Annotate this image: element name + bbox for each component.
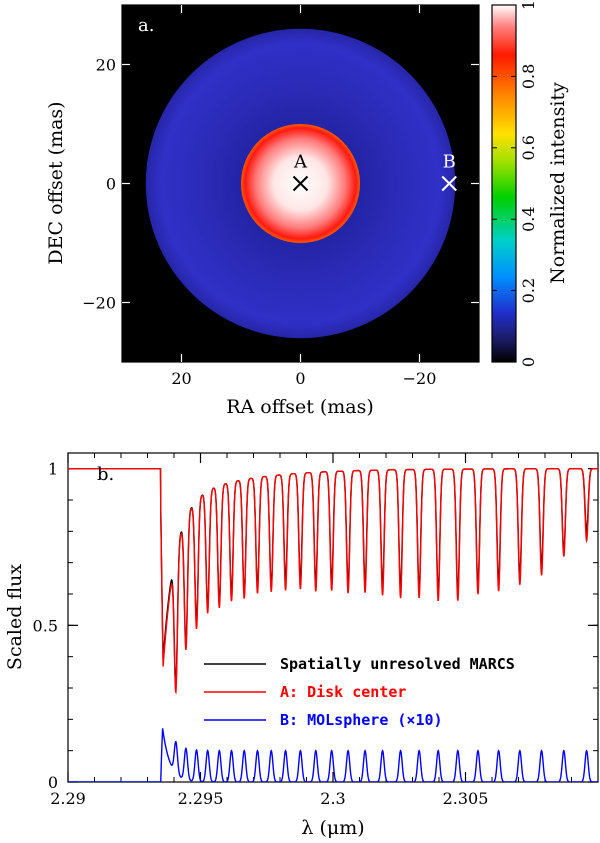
- map-x-tick-label: 0: [295, 369, 305, 388]
- marker-stroke: [292, 175, 309, 192]
- map-ticks: [122, 5, 479, 362]
- map-y-tick-labels: −20 0 20: [82, 56, 116, 313]
- colorbar-tick-labels: 0 0.2 0.4 0.6 0.8 1: [519, 0, 538, 367]
- spectrum-ticks: [67, 453, 599, 783]
- map-y-tick-label: 20: [96, 56, 116, 75]
- marker-stroke: [441, 175, 457, 192]
- spectrum-x-tick-label: 2.295: [178, 789, 224, 808]
- colorbar-tick-label: 0.8: [519, 64, 538, 89]
- colorbar-title: Normalized intensity: [547, 82, 569, 284]
- colorbar-tick-label: 0.4: [519, 206, 538, 231]
- legend: Spatially unresolved MARCS A: Disk center…: [204, 655, 515, 729]
- point-a-marker: [292, 175, 309, 192]
- spectrum-y-tick-labels: 00.51: [33, 460, 58, 792]
- map-x-tick-label: 20: [171, 369, 191, 388]
- spectrum-y-tick-label: 0.5: [33, 616, 58, 635]
- spectrum-x-tick-label: 2.305: [443, 789, 489, 808]
- map-x-tick-label: −20: [403, 369, 437, 388]
- map-y-axis-title: DEC offset (mas): [45, 101, 67, 264]
- colorbar-tick-label: 0.6: [519, 135, 538, 160]
- spectrum-y-tick-label: 1: [48, 460, 58, 479]
- map-y-tick-label: −20: [82, 294, 116, 313]
- map-x-axis-title: RA offset (mas): [226, 396, 374, 418]
- point-b-marker: [441, 175, 457, 192]
- spectrum-x-tick-label: 2.3: [320, 789, 345, 808]
- colorbar-tick-label: 0.2: [519, 278, 538, 303]
- panel-b: 2.29 2.295 2.3 2.305 00.51 b. Spatially unr…: [4, 452, 599, 839]
- spectrum-y-tick-label: 0: [48, 773, 58, 792]
- series-molsphere-line: [68, 728, 598, 782]
- spectrum-x-tick-labels: 2.29 2.295 2.3 2.305: [50, 789, 488, 808]
- spectrum-x-axis-title: λ (μm): [301, 817, 364, 839]
- colorbar-tick-label: 1: [519, 0, 538, 10]
- spectrum-x-tick-label: 2.29: [50, 789, 86, 808]
- colorbar-tick-label: 0: [519, 357, 538, 367]
- legend-label: B: MOLsphere (×10): [280, 711, 443, 729]
- point-b-label: B: [443, 152, 456, 173]
- colorbar: [491, 4, 517, 363]
- point-a-label: A: [293, 152, 308, 173]
- spectrum-y-axis-title: Scaled flux: [4, 564, 26, 670]
- colorbar-ticks: [492, 4, 516, 363]
- map-y-tick-label: 0: [106, 175, 116, 194]
- legend-label: A: Disk center: [280, 683, 406, 701]
- spectrum-plot-area: [67, 452, 599, 783]
- series-disk-center-line: [68, 467, 598, 695]
- map-x-tick-labels: 20 0 −20: [171, 369, 436, 388]
- legend-label: Spatially unresolved MARCS: [280, 655, 515, 673]
- panel-b-label: b.: [97, 464, 114, 485]
- panel-a-label: a.: [138, 15, 154, 36]
- panel-a: A B a. 20 0 −20 −20 0 20 RA offset (mas) DEC…: [45, 0, 569, 418]
